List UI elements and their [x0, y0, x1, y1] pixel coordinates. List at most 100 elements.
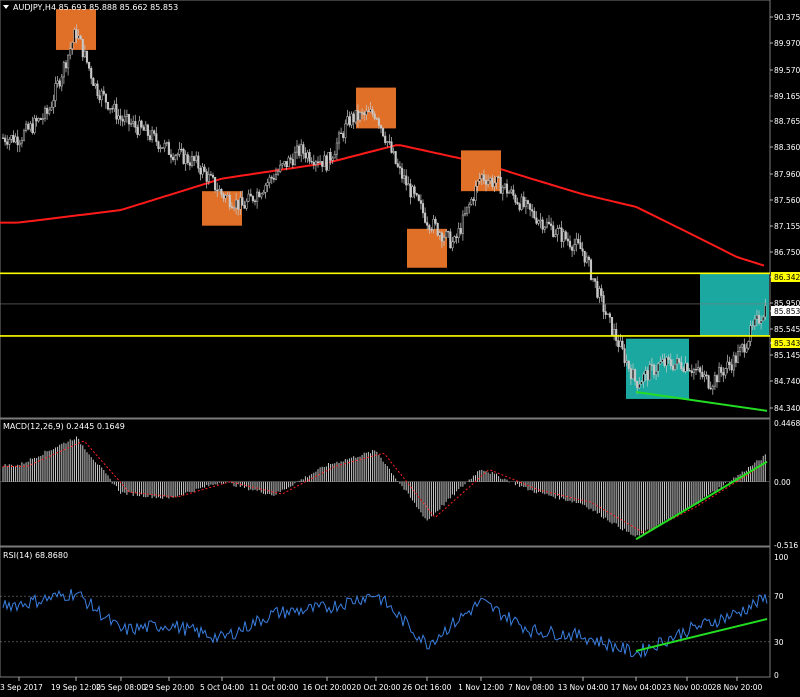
candle-body-274	[577, 238, 580, 243]
candle-body-101	[214, 177, 217, 191]
candle-body-24	[52, 100, 55, 108]
candle-body-314	[661, 359, 664, 363]
candle-body-279	[587, 256, 590, 261]
candle-body-197	[415, 193, 418, 196]
candle-body-233	[491, 178, 494, 187]
candle-body-142	[300, 144, 303, 156]
candle-body-252	[531, 209, 534, 212]
candle-body-31	[67, 54, 70, 69]
candle-body-312	[657, 363, 660, 372]
candle-body-20	[43, 107, 47, 119]
candle-body-277	[583, 250, 586, 263]
candle-body-173	[365, 110, 368, 115]
candle-layer	[1, 24, 767, 395]
candle-body-240	[505, 183, 509, 194]
candle-body-362	[762, 316, 765, 322]
candle-body-337	[709, 387, 712, 390]
candle-body-131	[277, 171, 280, 175]
candle-body-93	[197, 155, 200, 169]
candle-body-281	[592, 278, 595, 280]
candle-body-361	[760, 320, 763, 324]
candle-body-356	[749, 325, 752, 342]
candle-body-316	[665, 357, 668, 366]
price-tick-1: 89.970	[774, 39, 800, 48]
candle-body-87	[184, 154, 187, 164]
candle-body-324	[682, 368, 685, 372]
candle-body-1	[4, 137, 7, 143]
candle-body-222	[468, 204, 471, 208]
candle-body-341	[718, 367, 721, 383]
candle-body-242	[510, 189, 513, 193]
candle-body-3	[8, 138, 11, 145]
candle-body-97	[205, 171, 208, 182]
candle-body-150	[316, 161, 320, 164]
candle-body-136	[287, 157, 290, 168]
price-tick-9: 86.750	[774, 248, 800, 257]
macd-signal-line	[3, 440, 766, 534]
candle-body-147	[310, 160, 313, 163]
candle-body-249	[524, 200, 527, 207]
candle-body-331	[697, 367, 700, 370]
candle-body-10	[22, 130, 26, 141]
candle-body-318	[669, 359, 672, 367]
candle-body-190	[400, 167, 404, 179]
candle-body-327	[688, 370, 691, 372]
candle-body-305	[642, 373, 645, 383]
candle-body-261	[550, 223, 553, 226]
candle-body-226	[476, 180, 479, 187]
candle-body-303	[638, 383, 641, 389]
candle-body-204	[430, 229, 433, 231]
date-label-4: 5 Oct 04:00	[200, 683, 244, 692]
candle-body-360	[757, 315, 761, 324]
candle-body-282	[594, 278, 597, 282]
candle-body-61	[130, 123, 133, 125]
candle-body-301	[634, 369, 637, 382]
rsi-header: RSI(14) 68.8680	[3, 551, 68, 560]
candle-body-221	[466, 206, 469, 214]
candle-body-227	[478, 178, 481, 182]
candle-body-253	[533, 210, 536, 219]
candle-body-46	[98, 95, 101, 101]
candle-body-189	[398, 166, 401, 169]
candle-body-266	[560, 227, 563, 242]
candle-body-80	[169, 154, 173, 158]
candle-body-69	[146, 124, 149, 136]
candle-body-321	[676, 358, 679, 365]
candle-body-53	[113, 103, 116, 110]
candle-body-0	[1, 137, 5, 139]
candle-body-358	[753, 318, 756, 326]
price-tick-12: 85.853	[774, 307, 800, 316]
candle-body-234	[493, 182, 496, 187]
candle-body-200	[421, 203, 425, 214]
candle-body-291	[613, 329, 616, 336]
candle-body-23	[50, 106, 53, 111]
candle-body-290	[610, 317, 614, 336]
candle-body-135	[285, 161, 288, 168]
price-tick-17: 84.340	[774, 404, 800, 413]
candle-body-336	[707, 375, 710, 389]
candle-body-2	[6, 141, 9, 145]
candle-body-143	[302, 144, 305, 154]
candle-body-308	[648, 364, 651, 381]
candle-body-346	[728, 361, 731, 365]
candle-body-201	[424, 212, 427, 223]
candle-body-306	[644, 370, 647, 375]
dropdown-triangle-icon[interactable]	[3, 5, 9, 9]
candle-body-6	[14, 136, 17, 143]
price-trendline	[635, 391, 768, 412]
moving-average-layer	[0, 144, 765, 267]
date-label-11: 13 Nov 04:00	[558, 683, 609, 692]
candle-body-162	[342, 133, 345, 139]
candle-body-161	[340, 132, 343, 134]
box-layer	[56, 9, 769, 399]
candle-body-54	[115, 103, 118, 120]
candle-body-244	[514, 195, 517, 203]
candle-body-38	[81, 38, 84, 58]
candle-body-25	[54, 83, 57, 101]
candle-body-105	[222, 193, 225, 199]
rsi-panel: RSI(14) 68.8680	[0, 546, 771, 678]
candle-body-90	[190, 156, 194, 166]
date-label-6: 16 Oct 20:00	[303, 683, 352, 692]
